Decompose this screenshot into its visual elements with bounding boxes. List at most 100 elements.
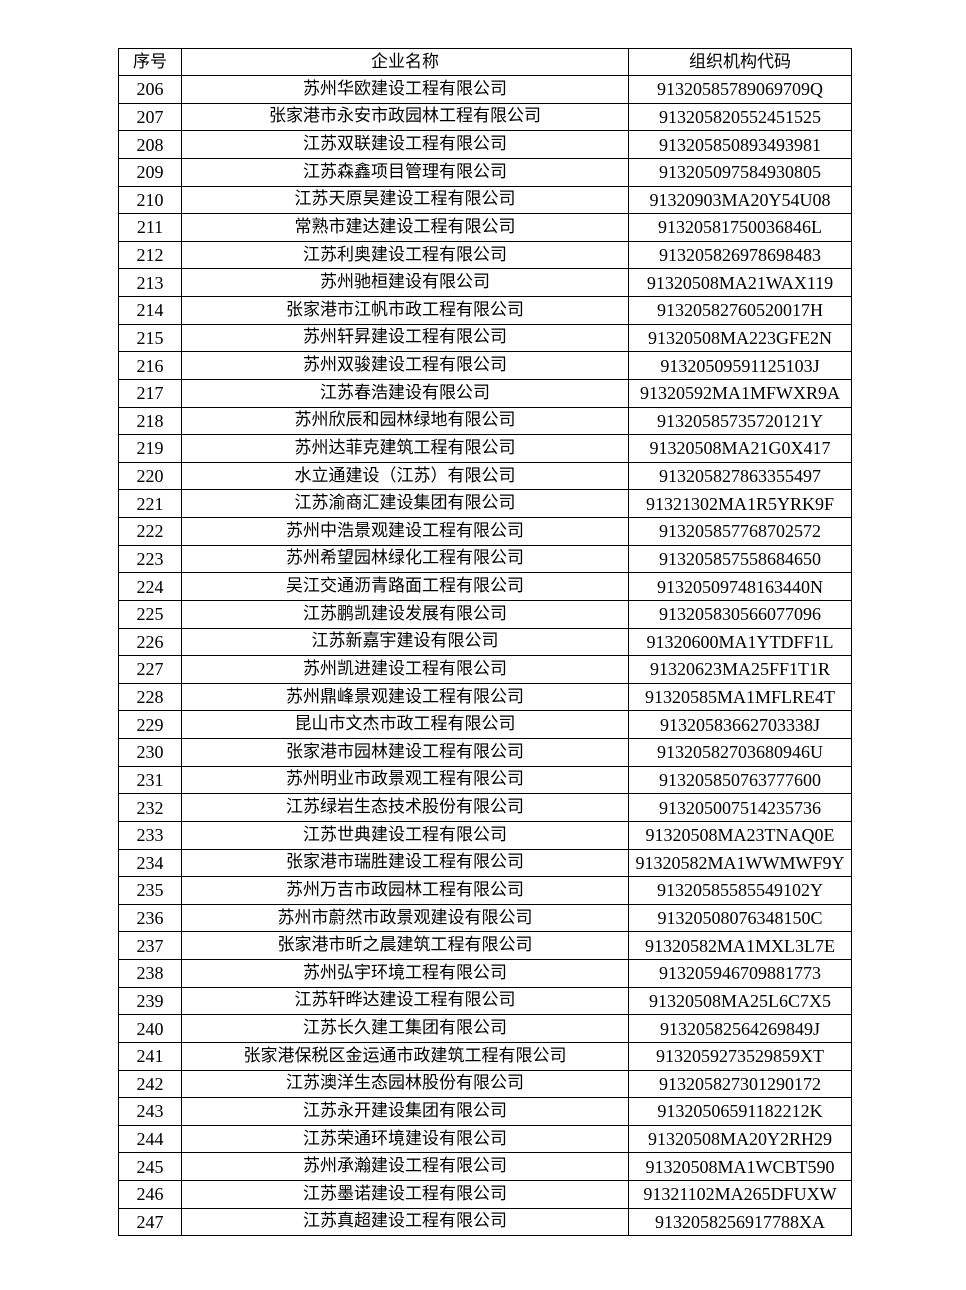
table-row: 239 江苏轩晔达建设工程有限公司 91320508MA25L6C7X5 xyxy=(118,986,852,1016)
table-row: 225 江苏鹏凯建设发展有限公司 913205830566077096 xyxy=(118,599,852,629)
company-name: 江苏森鑫项目管理有限公司 xyxy=(181,157,629,187)
org-code: 91320623MA25FF1T1R xyxy=(628,655,852,684)
org-code: 913205827301290172 xyxy=(628,1069,852,1099)
org-code: 91320582MA1WWMWF9Y xyxy=(628,848,852,878)
row-index: 214 xyxy=(118,296,182,325)
company-name: 江苏墨诺建设工程有限公司 xyxy=(181,1180,629,1209)
table-row: 213 苏州驰桓建设有限公司 91320508MA21WAX119 xyxy=(118,268,852,297)
org-code: 91320582760520017H xyxy=(628,296,852,325)
org-code: 913205826978698483 xyxy=(628,240,852,270)
company-name: 张家港市瑞胜建设工程有限公司 xyxy=(181,848,629,878)
company-name: 张家港市永安市政园林工程有限公司 xyxy=(181,102,629,132)
company-name: 江苏天原昊建设工程有限公司 xyxy=(181,185,629,215)
org-code: 91320508MA21G0X417 xyxy=(628,434,852,463)
org-code: 91320585735720121Y xyxy=(628,406,852,436)
table-row: 223 苏州希望园林绿化工程有限公司 913205857558684650 xyxy=(118,544,852,574)
table-row: 212 江苏利奥建设工程有限公司 913205826978698483 xyxy=(118,240,852,270)
row-index: 228 xyxy=(118,682,182,712)
company-name: 苏州华欧建设工程有限公司 xyxy=(181,75,629,104)
table-row: 242 江苏澳洋生态园林股份有限公司 913205827301290172 xyxy=(118,1069,852,1099)
company-name: 江苏永开建设集团有限公司 xyxy=(181,1097,629,1126)
company-name: 苏州市蔚然市政景观建设有限公司 xyxy=(181,903,629,933)
org-code: 91320585585549102Y xyxy=(628,876,852,905)
company-name: 江苏轩晔达建设工程有限公司 xyxy=(181,986,629,1016)
company-name: 苏州凯进建设工程有限公司 xyxy=(181,655,629,684)
row-index: 224 xyxy=(118,572,182,601)
company-name: 苏州鼎峰景观建设工程有限公司 xyxy=(181,682,629,712)
org-code: 91320508MA223GFE2N xyxy=(628,323,852,353)
row-index: 246 xyxy=(118,1180,182,1209)
table-row: 238 苏州弘宇环境工程有限公司 913205946709881773 xyxy=(118,959,852,988)
table-row: 208 江苏双联建设工程有限公司 913205850893493981 xyxy=(118,130,852,159)
org-code: 91320592MA1MFWXR9A xyxy=(628,378,852,408)
company-name: 苏州驰桓建设有限公司 xyxy=(181,268,629,297)
org-code: 91320506591182212K xyxy=(628,1097,852,1126)
org-code: 91320508MA21WAX119 xyxy=(628,268,852,297)
org-code: 91320508MA25L6C7X5 xyxy=(628,986,852,1016)
row-index: 240 xyxy=(118,1014,182,1043)
org-code: 91321102MA265DFUXW xyxy=(628,1180,852,1209)
row-index: 218 xyxy=(118,406,182,436)
header-org-code: 组织机构代码 xyxy=(628,48,852,76)
org-code: 91320509748163440N xyxy=(628,572,852,601)
company-name: 张家港保税区金运通市政建筑工程有限公司 xyxy=(181,1041,629,1071)
table-row: 229 昆山市文杰市政工程有限公司 91320583662703338J xyxy=(118,710,852,739)
row-index: 223 xyxy=(118,544,182,574)
row-index: 211 xyxy=(118,213,182,242)
row-index: 215 xyxy=(118,323,182,353)
table-row: 221 江苏渝商汇建设集团有限公司 91321302MA1R5YRK9F xyxy=(118,489,852,518)
org-code: 91321302MA1R5YRK9F xyxy=(628,489,852,518)
org-code: 913205857558684650 xyxy=(628,544,852,574)
org-code: 91320582703680946U xyxy=(628,738,852,767)
table-row: 209 江苏森鑫项目管理有限公司 913205097584930805 xyxy=(118,157,852,187)
row-index: 233 xyxy=(118,820,182,850)
org-code: 91320508MA20Y2RH29 xyxy=(628,1124,852,1154)
row-index: 209 xyxy=(118,157,182,187)
company-name: 苏州达菲克建筑工程有限公司 xyxy=(181,434,629,463)
table-row: 230 张家港市园林建设工程有限公司 91320582703680946U xyxy=(118,738,852,767)
company-name: 张家港市园林建设工程有限公司 xyxy=(181,738,629,767)
org-code: 91320592735298 59XT xyxy=(628,1041,852,1071)
company-name: 江苏渝商汇建设集团有限公司 xyxy=(181,489,629,518)
org-code: 91320583662703338J xyxy=(628,710,852,739)
org-code: 91320509591125103J xyxy=(628,351,852,380)
row-index: 239 xyxy=(118,986,182,1016)
org-code: 91320582564269849J xyxy=(628,1014,852,1043)
company-name: 江苏长久建工集团有限公司 xyxy=(181,1014,629,1043)
row-index: 208 xyxy=(118,130,182,159)
table-row: 214 张家港市江帆市政工程有限公司 91320582760520017H xyxy=(118,296,852,325)
company-name: 苏州万吉市政园林工程有限公司 xyxy=(181,876,629,905)
company-name: 江苏双联建设工程有限公司 xyxy=(181,130,629,159)
table-row: 247 江苏真超建设工程有限公司 91320582569177 88XA xyxy=(118,1207,852,1237)
row-index: 241 xyxy=(118,1041,182,1071)
row-index: 217 xyxy=(118,378,182,408)
table-row: 234 张家港市瑞胜建设工程有限公司 91320582MA1WWMWF9Y xyxy=(118,848,852,878)
row-index: 244 xyxy=(118,1124,182,1154)
org-code: 91320585MA1MFLRE4T xyxy=(628,682,852,712)
row-index: 237 xyxy=(118,931,182,960)
org-code: 91320508076348150C xyxy=(628,903,852,933)
row-index: 210 xyxy=(118,185,182,215)
org-code: 91320508MA1WCBT590 xyxy=(628,1152,852,1181)
row-index: 227 xyxy=(118,655,182,684)
company-name: 常熟市建达建设工程有限公司 xyxy=(181,213,629,242)
row-index: 225 xyxy=(118,599,182,629)
org-code: 913205857768702572 xyxy=(628,517,852,546)
row-index: 229 xyxy=(118,710,182,739)
table-row: 217 江苏春浩建设有限公司 91320592MA1MFWXR9A xyxy=(118,378,852,408)
company-name: 江苏绿岩生态技术股份有限公司 xyxy=(181,793,629,822)
table-row: 241 张家港保税区金运通市政建筑工程有限公司 91320592735298 59X… xyxy=(118,1041,852,1071)
org-code: 91320903MA20Y54U08 xyxy=(628,185,852,215)
company-name: 张家港市江帆市政工程有限公司 xyxy=(181,296,629,325)
org-code: 913205850763777600 xyxy=(628,765,852,795)
company-name: 苏州欣辰和园林绿地有限公司 xyxy=(181,406,629,436)
org-code: 913205946709881773 xyxy=(628,959,852,988)
row-index: 234 xyxy=(118,848,182,878)
org-code: 91320600MA1YTDFF1L xyxy=(628,627,852,657)
company-name: 江苏利奥建设工程有限公司 xyxy=(181,240,629,270)
company-name: 苏州弘宇环境工程有限公司 xyxy=(181,959,629,988)
row-index: 219 xyxy=(118,434,182,463)
org-code: 91320585789069709Q xyxy=(628,75,852,104)
table-header-row: 序号 企业名称 组织机构代码 xyxy=(118,48,852,76)
table-row: 222 苏州中浩景观建设工程有限公司 913205857768702572 xyxy=(118,517,852,546)
